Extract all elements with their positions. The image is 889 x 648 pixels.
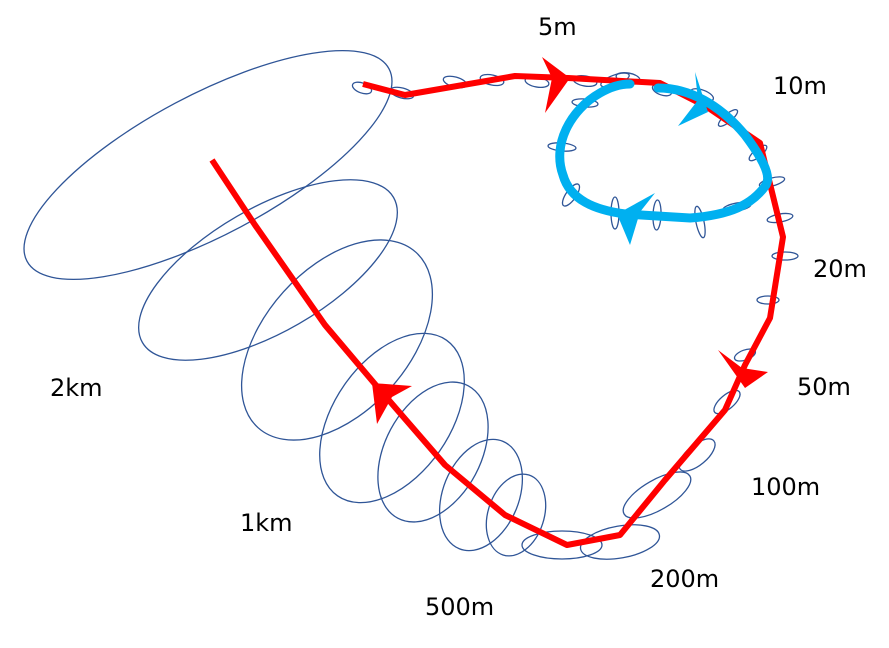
ellipse-mark [713, 389, 741, 415]
ellipse-mark [23, 49, 393, 281]
ellipse-mark [377, 381, 489, 523]
label-200m: 200m [650, 565, 719, 593]
label-500m: 500m [425, 593, 494, 621]
ellipse-mark [694, 205, 706, 239]
ellipse-mark [579, 524, 661, 560]
blue-arrow-right-icon [678, 72, 708, 126]
label-5m: 5m [538, 13, 577, 41]
ellipse-mark [771, 251, 799, 261]
label-100m: 100m [751, 473, 820, 501]
ellipse-mark [485, 473, 547, 557]
ellipse-mark [521, 530, 603, 560]
red-arrow-down-icon [718, 350, 768, 388]
ellipse-mark [319, 332, 465, 504]
label-50m: 50m [797, 373, 851, 401]
label-20m: 20m [813, 255, 867, 283]
red-arrow-right-icon [542, 57, 570, 113]
ellipse-mark [138, 179, 398, 361]
label-10m: 10m [773, 72, 827, 100]
label-1km: 1km [240, 509, 293, 537]
red-arrow-up-left-icon [372, 383, 412, 424]
ellipse-mark [438, 438, 524, 552]
label-2km: 2km [50, 374, 103, 402]
red-hodograph-path [209, 73, 786, 548]
blue-loop-path [555, 79, 772, 223]
blue-arrow-left-icon [617, 193, 655, 245]
ellipse-mark [756, 295, 780, 305]
ellipse-mark [479, 73, 505, 87]
ellipse-mark [622, 471, 692, 519]
